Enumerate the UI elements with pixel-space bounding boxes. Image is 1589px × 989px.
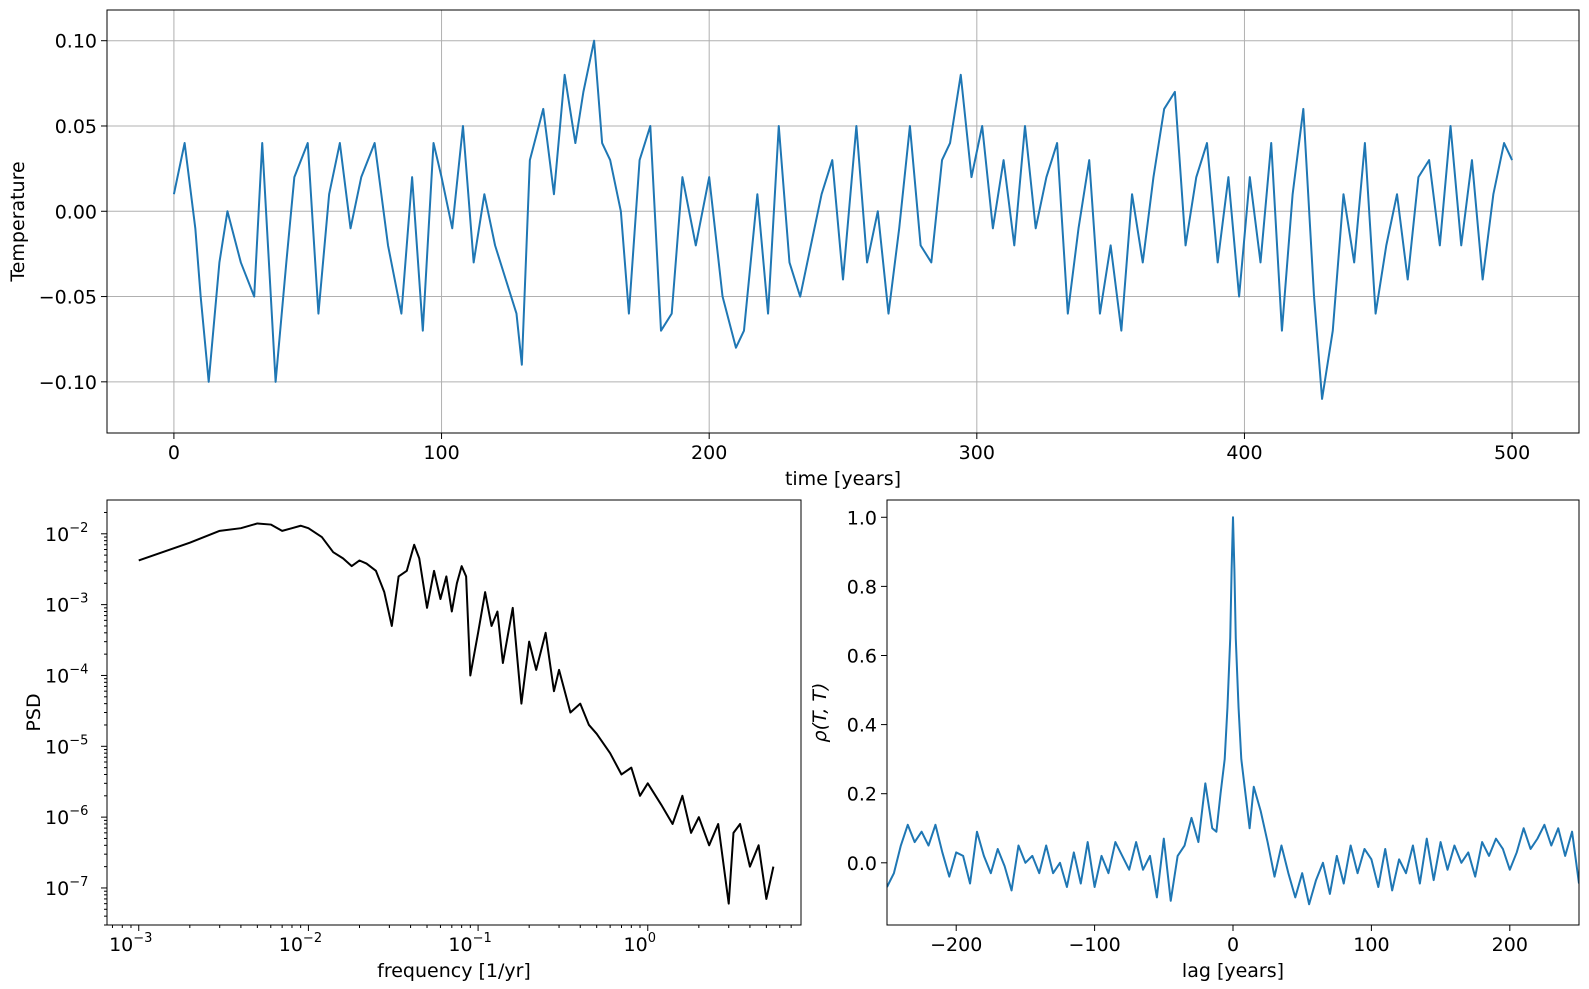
x-tick-label: 10−2 [279,931,322,956]
series-line [138,522,775,905]
y-axis-label: ρ(T, T) [809,683,831,743]
y-tick-label: 10−7 [45,875,88,900]
x-tick-label: −100 [1069,934,1121,956]
axes-frame [106,9,1580,434]
y-tick-label: 0.4 [847,715,877,737]
x-tick-label: 500 [1494,442,1530,464]
temperature-time-series-panel: 0 100 200 300 400 500 −0.10 −0.05 0.00 0.05 0.10 ti… [7,9,1580,490]
x-axis-label: lag [years] [1182,960,1284,982]
y-tick-label: 1.0 [847,507,877,529]
y-tick-label: 0.6 [847,645,877,667]
x-tick-label: 400 [1226,442,1262,464]
x-tick-label: 0 [1227,934,1239,956]
series-line [172,39,1513,400]
y-tick-label: 0.0 [847,853,877,875]
y-axis-label: PSD [23,693,45,731]
x-tick-label: 0 [168,442,180,464]
x-tick-label: 100 [423,442,459,464]
x-tick-label: 200 [691,442,727,464]
y-tick-label: 0.8 [847,576,877,598]
y-tick-label: −0.10 [39,372,97,394]
y-tick-label: −0.05 [39,287,97,309]
y-axis-label: Temperature [7,161,29,282]
y-tick-label: 10−4 [45,662,88,687]
y-tick-label: 0.2 [847,784,877,806]
x-tick-label: 300 [959,442,995,464]
y-tick-label: 10−6 [45,804,88,829]
x-tick-label: 200 [1492,934,1528,956]
autocorrelation-panel: −200 −100 0 100 200 0.0 0.2 0.4 0.6 0.8 1.0 lag [ye… [809,499,1580,982]
y-tick-label: 10−2 [45,521,88,546]
series-line [887,516,1579,906]
y-tick-label: 10−3 [45,592,88,617]
y-tick-label: 10−5 [45,733,88,758]
x-axis-label: frequency [1/yr] [377,960,531,982]
x-axis-label: time [years] [785,468,901,490]
psd-panel: 10−3 10−2 10−1 10010−710−610−510−410−310−2f… [23,499,802,982]
x-tick-label: 100 [1353,934,1389,956]
x-tick-label: −200 [930,934,982,956]
y-tick-label: 0.10 [55,31,97,53]
y-tick-label: 0.05 [55,116,97,138]
y-tick-label: 0.00 [55,201,97,223]
